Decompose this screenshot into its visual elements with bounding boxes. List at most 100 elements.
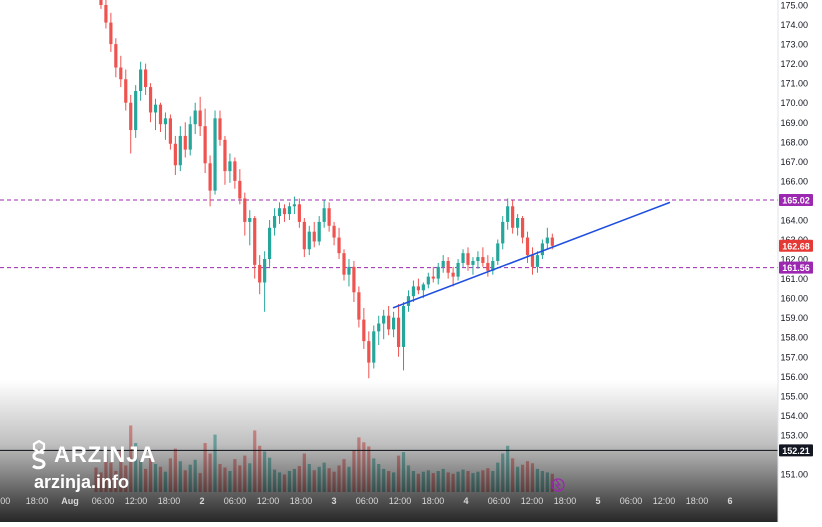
price-tick-label: 171.00: [780, 79, 808, 89]
candle-body: [491, 260, 495, 271]
candle-body: [168, 118, 172, 144]
candle-body: [332, 225, 336, 238]
candle-body: [392, 317, 396, 330]
candle-body: [253, 218, 257, 265]
dollar-s-logo-icon: [32, 440, 46, 470]
price-axis[interactable]: 175.00 174.00 173.00 172.00 171.00 170.00 169.…: [777, 0, 822, 522]
time-tick-label: 06:00: [620, 496, 643, 506]
price-tick-label: 156.00: [780, 372, 808, 382]
candle-body: [387, 315, 391, 330]
candle-body: [218, 118, 222, 140]
time-tick-label: :00: [0, 496, 10, 506]
candle-body: [337, 237, 341, 254]
time-tick-label: 06:00: [224, 496, 247, 506]
candle-body: [451, 272, 455, 277]
candle-body: [382, 315, 386, 324]
time-tick-label: 18:00: [290, 496, 313, 506]
candle-body: [416, 286, 420, 291]
time-tick-label: 06:00: [488, 496, 511, 506]
candle-body: [99, 0, 103, 5]
price-tick-label: 166.00: [780, 176, 808, 186]
price-tick-label: 155.00: [780, 391, 808, 401]
watermark-brand: ARZINJA arzinja.info: [30, 440, 156, 493]
price-tick-label: 161.00: [780, 274, 808, 284]
candle-body: [208, 163, 212, 191]
price-tick-label: 169.00: [780, 118, 808, 128]
candle-body: [287, 206, 292, 215]
candle-body: [153, 104, 158, 113]
time-axis[interactable]: :00 18:00 Aug 06:00 12:00 18:00 2 06:00 12:00 18:…: [0, 496, 733, 506]
candle-body: [520, 218, 525, 238]
brand-name: ARZINJA: [54, 442, 157, 467]
candle-body: [516, 218, 520, 228]
time-tick-label: 2: [199, 496, 204, 506]
trendline-group[interactable]: [392, 201, 671, 309]
candle-body: [173, 143, 177, 166]
candle-body: [466, 253, 470, 265]
time-tick-label: 18:00: [554, 496, 577, 506]
candle-body: [511, 206, 515, 228]
candle-body: [436, 266, 440, 279]
price-badge-label: 152.21: [782, 446, 810, 456]
candle-body: [297, 204, 301, 222]
time-tick-label: 12:00: [521, 496, 544, 506]
candle-body: [223, 139, 227, 172]
candle-body: [506, 206, 510, 222]
price-tick-label: 157.00: [780, 352, 808, 362]
candle-body: [372, 331, 376, 363]
price-tick-label: 151.00: [780, 470, 808, 480]
price-badge: [779, 194, 813, 207]
candle-body: [163, 118, 168, 125]
candle-body: [362, 319, 366, 342]
price-badge: [779, 444, 813, 457]
trendline[interactable]: [392, 201, 671, 309]
candle-body: [550, 237, 554, 246]
price-tick-label: 173.00: [780, 40, 808, 50]
candle-body: [421, 284, 425, 291]
replay-icon[interactable]: [551, 478, 565, 492]
candle-body: [342, 253, 346, 275]
brand-url: arzinja.info: [34, 472, 130, 492]
candle-body: [426, 276, 430, 285]
price-tick-label: 170.00: [780, 98, 808, 108]
candle-body: [144, 69, 148, 88]
candle-body: [530, 255, 535, 267]
candle-body: [268, 227, 272, 260]
price-tick-label: 174.00: [780, 20, 808, 30]
candle-body: [263, 259, 267, 283]
candle-body: [307, 231, 311, 250]
price-tick-label: 162.00: [780, 255, 808, 265]
candle-body: [248, 218, 252, 222]
candle-body: [312, 231, 316, 242]
candle-body: [119, 67, 123, 80]
price-badge-label: 161.56: [782, 263, 810, 273]
price-badge-label: 165.02: [782, 196, 810, 206]
candle-body: [178, 135, 182, 166]
time-tick-label: 12:00: [257, 496, 280, 506]
candle-body: [104, 5, 108, 23]
candle-body: [441, 260, 445, 267]
price-tick-label: 160.00: [780, 294, 808, 304]
candle-body: [456, 262, 460, 277]
candle-body: [302, 221, 306, 250]
time-tick-label: 3: [331, 496, 336, 506]
candle-body: [258, 264, 262, 283]
candle-body: [322, 208, 326, 222]
price-tick-label: 153.00: [780, 430, 808, 440]
candle-body: [158, 104, 163, 125]
candle-body: [188, 124, 192, 150]
price-tick-label: 167.00: [780, 157, 808, 167]
price-badge: [779, 261, 813, 274]
price-tick-label: 154.00: [780, 411, 808, 421]
candle-body: [431, 276, 435, 279]
price-tick-label: 168.00: [780, 137, 808, 147]
candle-body: [139, 69, 143, 91]
candle-body: [545, 237, 549, 244]
candle-body: [486, 262, 490, 271]
candle-body: [446, 260, 450, 273]
time-tick-label: 4: [463, 496, 468, 506]
candle-body: [525, 237, 530, 256]
time-tick-label: 12:00: [125, 496, 148, 506]
